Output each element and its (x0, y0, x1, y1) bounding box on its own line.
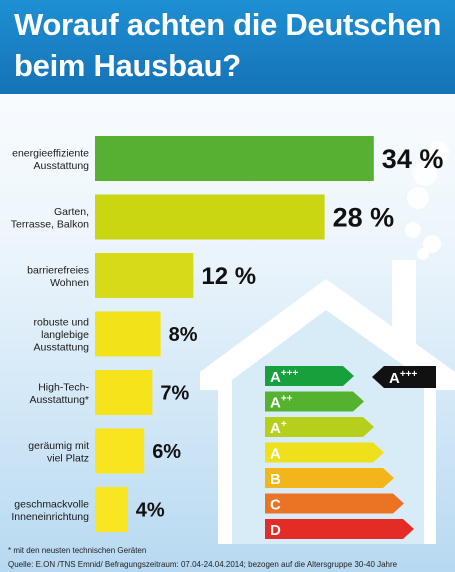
energy-class-2 (265, 391, 364, 412)
energy-class-1 (265, 366, 354, 386)
value-label-4: 8% (169, 324, 198, 346)
footnote: * mit den neusten technischen Geräten (8, 546, 147, 555)
energy-class-label-7: D (270, 522, 281, 539)
bar-1 (95, 136, 374, 181)
value-label-6: 6% (152, 441, 181, 463)
category-label-7: geschmackvolle Inneneinrichtung (11, 498, 89, 523)
energy-class-7 (265, 519, 414, 539)
bar-2 (95, 194, 325, 240)
value-label-2: 28 % (333, 203, 395, 233)
energy-class-3 (265, 417, 374, 437)
bar-7 (95, 487, 128, 532)
bar-4 (95, 311, 161, 357)
energy-class-4 (265, 442, 384, 463)
category-label-2: Garten, Terrasse, Balkon (11, 206, 89, 231)
category-label-1: energieeffiziente Ausstattung (12, 147, 89, 172)
energy-class-label-5: B (270, 471, 281, 488)
chart-area: energieeffiziente Ausstattung 34 % Garten, T… (11, 136, 455, 544)
energy-class-5 (265, 468, 394, 488)
title-banner: Worauf achten die Deutschen beim Hausbau… (0, 0, 455, 94)
bar-3 (95, 253, 194, 298)
page-title: Worauf achten die Deutschen beim Hausbau… (14, 4, 454, 86)
category-label-3: barrierefreies Wohnen (27, 264, 89, 289)
value-label-3: 12 % (201, 263, 256, 290)
category-label-5: High-Tech-Ausstattung* (29, 381, 89, 406)
category-label-4: robuste und langlebige Ausstattung (34, 317, 90, 354)
bar-6 (95, 428, 145, 474)
value-label-1: 34 % (382, 144, 444, 174)
energy-class-label-4: A (270, 446, 281, 463)
bar-series: energieeffiziente Ausstattung 34 % Garten, T… (11, 136, 444, 532)
title-line-2: beim Hausbau? (14, 48, 241, 83)
value-label-5: 7% (160, 383, 189, 405)
energy-class-label-6: C (270, 497, 281, 514)
bar-5 (95, 370, 153, 415)
chimney-smoke-icon (405, 141, 449, 260)
title-line-1: Worauf achten die Deutschen (14, 7, 442, 42)
source-note: Quelle: E.ON /TNS Emnid/ Befragungszeitr… (8, 560, 398, 569)
category-label-6: geräumig mit viel Platz (28, 440, 89, 465)
energy-class-6 (265, 493, 404, 514)
energy-rating-marker (372, 366, 436, 388)
value-label-7: 4% (136, 500, 165, 522)
